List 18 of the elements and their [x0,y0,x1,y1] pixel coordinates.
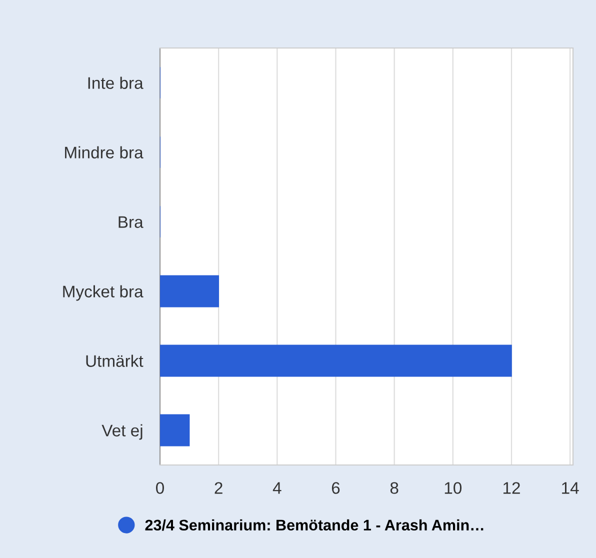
x-tick-label: 12 [503,482,520,494]
y-tick-label: Utmärkt [86,354,144,367]
bar [160,414,190,446]
y-tick-label: Bra [118,216,144,228]
y-tick-label: Inte bra [88,76,144,89]
x-tick-label: 0 [156,482,164,494]
y-tick-label: Mindre bra [65,146,144,158]
y-tick-label: Vet ej [102,424,142,440]
bar [160,275,219,308]
x-tick-label: 14 [562,482,579,494]
x-tick-label: 8 [390,482,398,494]
x-tick-label: 4 [272,482,282,494]
bar [160,344,512,377]
legend-label: 23/4 Seminarium: Bemötande 1 - Arash Amin… [145,519,484,531]
x-tick-label: 6 [332,482,340,494]
y-tick-label: Mycket bra [63,285,144,301]
x-tick-label: 10 [444,482,462,494]
x-tick-label: 2 [214,482,222,494]
